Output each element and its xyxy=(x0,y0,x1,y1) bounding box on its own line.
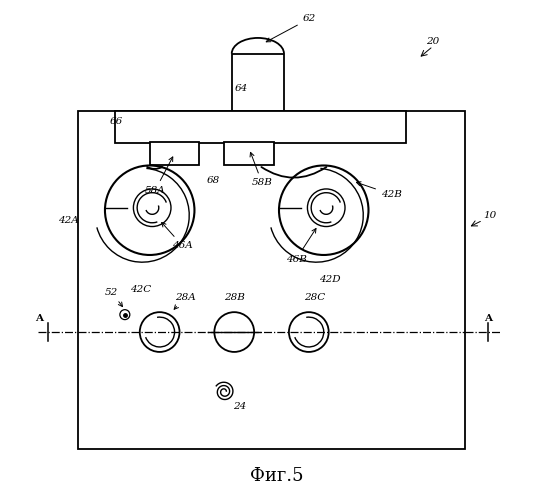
Text: 58A: 58A xyxy=(145,157,173,195)
Text: 28B: 28B xyxy=(225,292,245,302)
Bar xyxy=(77,111,466,449)
Text: 46B: 46B xyxy=(286,228,316,264)
Text: 68: 68 xyxy=(207,176,220,185)
Text: 42D: 42D xyxy=(319,276,341,284)
Text: 24: 24 xyxy=(233,402,247,411)
Text: 28A: 28A xyxy=(174,292,195,310)
Text: A: A xyxy=(484,314,492,323)
Text: Фиг.5: Фиг.5 xyxy=(250,467,303,485)
Text: 58B: 58B xyxy=(250,152,273,188)
Text: 42C: 42C xyxy=(130,286,151,294)
Text: 64: 64 xyxy=(234,84,248,93)
Bar xyxy=(115,111,406,143)
Text: 42A: 42A xyxy=(58,216,79,224)
Text: A: A xyxy=(35,314,43,323)
Text: 20: 20 xyxy=(426,36,439,46)
Bar xyxy=(232,54,284,111)
Text: 28C: 28C xyxy=(304,292,325,302)
Text: 52: 52 xyxy=(105,288,123,306)
Text: 10: 10 xyxy=(483,210,496,220)
Bar xyxy=(150,142,200,166)
Text: 42B: 42B xyxy=(357,182,402,199)
Text: 62: 62 xyxy=(266,14,316,42)
Bar xyxy=(225,142,274,166)
Text: 46A: 46A xyxy=(161,222,193,250)
Text: 66: 66 xyxy=(110,116,123,126)
